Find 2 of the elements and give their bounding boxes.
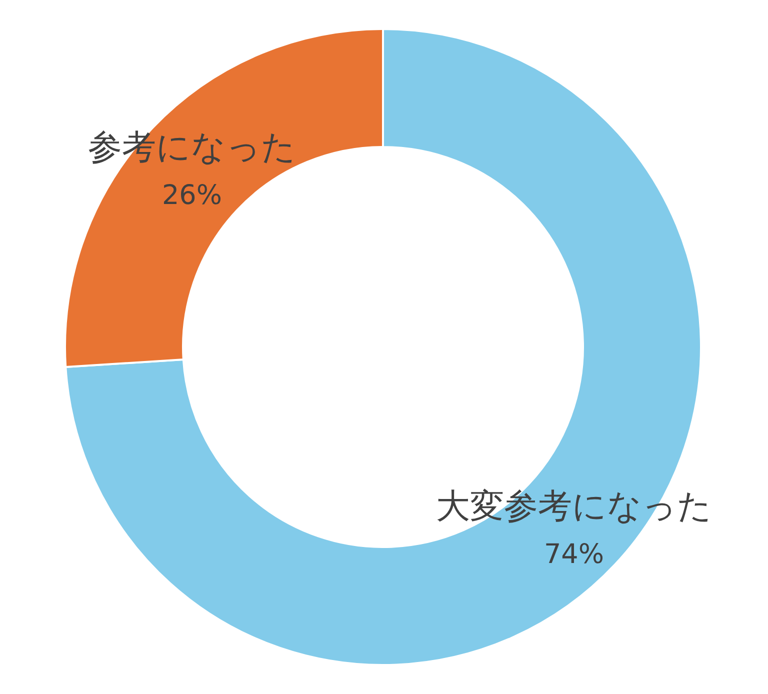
data-label: 26%: [162, 180, 222, 212]
data-label: 74%: [544, 538, 604, 570]
